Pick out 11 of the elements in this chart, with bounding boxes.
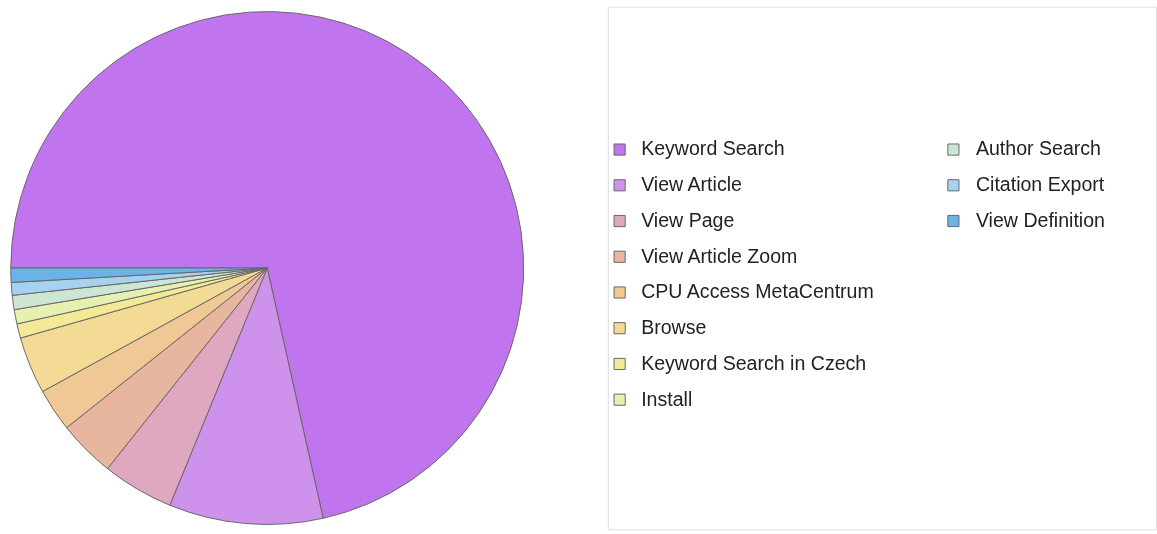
legend-label: Browse [641,316,707,339]
legend-label: View Article [641,173,743,196]
legend-label: Author Search [975,137,1101,160]
legend-label: View Article Zoom [641,244,798,267]
legend-label: Citation Export [975,173,1105,196]
legend-label: Install [641,387,693,410]
legend-label: CPU Access MetaCentrum [641,280,874,303]
legend-label: Keyword Search in Czech [641,351,867,374]
legend-label: View Page [641,208,735,231]
legend-label: View Definition [975,208,1105,231]
legend-label: Keyword Search [641,137,785,160]
